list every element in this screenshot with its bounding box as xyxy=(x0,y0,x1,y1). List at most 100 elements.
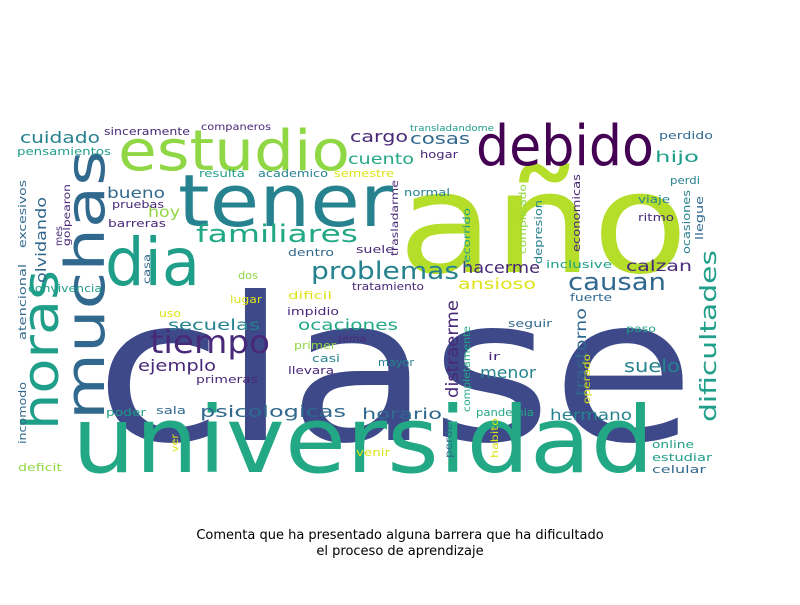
word-ejemplo: ejemplo xyxy=(138,356,216,375)
word-calzan: calzan xyxy=(626,257,692,275)
word-hogar: hogar xyxy=(420,148,459,161)
word-convivencia: convivencia xyxy=(28,282,102,295)
word-dos: dos xyxy=(238,269,258,282)
word-ritmo: ritmo xyxy=(638,211,674,224)
word-deficit: deficit xyxy=(18,461,63,474)
word-tiempo: tiempo xyxy=(150,323,270,361)
word-llegue: llegue xyxy=(693,196,706,240)
word-lugar: lugar xyxy=(230,293,263,306)
word-barreras: barreras xyxy=(108,217,166,230)
word-universidad: universidad xyxy=(72,387,654,494)
word-menor: menor xyxy=(480,363,536,382)
word-complicado: complicado xyxy=(518,184,529,254)
word-fuerte: fuerte xyxy=(570,291,612,304)
word-trastorno: trastorno xyxy=(572,308,590,396)
word-ver: ver xyxy=(170,433,181,452)
word-completamente: completamente xyxy=(462,326,473,412)
word-ansioso: ansioso xyxy=(458,275,536,293)
word-viaje: viaje xyxy=(638,193,670,206)
word-online: online xyxy=(652,438,694,451)
word-hermano: hermano xyxy=(550,406,632,424)
word-psicologicas: psicologicas xyxy=(200,402,346,421)
word-casa: casa xyxy=(142,254,153,284)
word-problemas: problemas xyxy=(311,257,459,285)
word-casi: casi xyxy=(312,352,340,365)
word-ano: año xyxy=(398,143,688,306)
word-distraerme: distraerme xyxy=(443,300,463,398)
word-horas: horas xyxy=(12,270,70,430)
word-companeros: companeros xyxy=(201,122,271,133)
word-habito: habito xyxy=(490,418,501,458)
word-depresion: depresion xyxy=(532,200,545,264)
word-mayor: mayor xyxy=(378,356,414,369)
word-perder: perder xyxy=(444,417,455,458)
word-seguir: seguir xyxy=(508,317,553,330)
word-bueno: bueno xyxy=(107,184,165,202)
word-impidio: impidio xyxy=(287,305,339,318)
word-venir: venir xyxy=(356,446,391,459)
word-clase: clase xyxy=(95,255,695,488)
word-ocaciones: ocaciones xyxy=(298,316,398,334)
word-trasladarme: trasladarme xyxy=(390,180,401,256)
figure-caption: Comenta que ha presentado alguna barrera… xyxy=(100,528,700,560)
word-celular: celular xyxy=(652,463,707,476)
word-pensamientos: pensamientos xyxy=(17,145,111,158)
word-sinceramente: sinceramente xyxy=(104,125,190,138)
word-ir: ir xyxy=(488,350,501,363)
word-llevara: llevara xyxy=(288,364,334,377)
word-debido: debido xyxy=(476,114,654,179)
word-hoy: hoy xyxy=(148,203,180,221)
word-incomodo: incomodo xyxy=(16,382,29,444)
word-dia: dia xyxy=(105,224,200,301)
word-cargo: cargo xyxy=(350,127,408,146)
word-operado: operado xyxy=(582,354,593,404)
word-pruebas: pruebas xyxy=(112,198,164,211)
word-tratamiento: tratamiento xyxy=(352,280,424,293)
word-mes: mes xyxy=(54,226,65,246)
word-normal: normal xyxy=(404,186,450,199)
word-sala: sala xyxy=(156,404,186,417)
word-primeras: primeras xyxy=(196,373,258,386)
word-cuento: cuento xyxy=(348,150,414,168)
word-suele: suele xyxy=(356,243,394,256)
word-cuidado: cuidado xyxy=(20,128,100,147)
word-estudiar: estudiar xyxy=(652,451,713,464)
word-resulta: resulta xyxy=(199,167,245,180)
word-semestre: semestre xyxy=(334,167,394,180)
word-horario: horario xyxy=(362,405,442,423)
word-tener: tener xyxy=(178,159,393,243)
word-perdi: perdi xyxy=(670,174,700,187)
word-estudio: estudio xyxy=(118,119,350,184)
caption-line-2: el proceso de aprendizaje xyxy=(316,544,484,559)
word-paso: paso xyxy=(626,324,656,335)
word-dificil: dificil xyxy=(288,289,332,302)
word-academico: academico xyxy=(258,167,328,180)
word-inclusive: inclusive xyxy=(546,258,612,271)
word-perdido: perdido xyxy=(659,129,713,142)
word-tema: tema xyxy=(338,334,366,345)
word-secuelas: secuelas xyxy=(168,316,260,334)
word-causan: causan xyxy=(568,268,666,296)
word-golpearon: golpearon xyxy=(62,184,73,246)
word-economicas: economicas xyxy=(570,174,583,252)
word-hacerme: hacerme xyxy=(462,258,540,277)
word-atencional: atencional xyxy=(16,264,29,340)
word-cosas: cosas xyxy=(410,129,470,148)
word-recorrido: recorrido xyxy=(462,208,473,268)
word-muchas: muchas xyxy=(54,150,117,420)
word-excesivos: excesivos xyxy=(16,180,29,248)
word-dentro: dentro xyxy=(288,246,334,259)
word-uso: uso xyxy=(159,307,181,320)
word-pandemia: pandemia xyxy=(476,406,534,419)
word-suelo: suelo xyxy=(624,356,680,377)
word-transladandome: transladandome xyxy=(410,124,495,134)
word-primer: primer xyxy=(294,339,337,352)
word-hijo: hijo xyxy=(655,148,699,166)
word-ocasiones: ocasiones xyxy=(680,190,693,254)
caption-line-1: Comenta que ha presentado alguna barrera… xyxy=(196,528,604,543)
word-poder: poder xyxy=(106,406,147,419)
word-olvidando: olvidando xyxy=(34,197,50,283)
word-familiares: familiares xyxy=(196,220,358,248)
